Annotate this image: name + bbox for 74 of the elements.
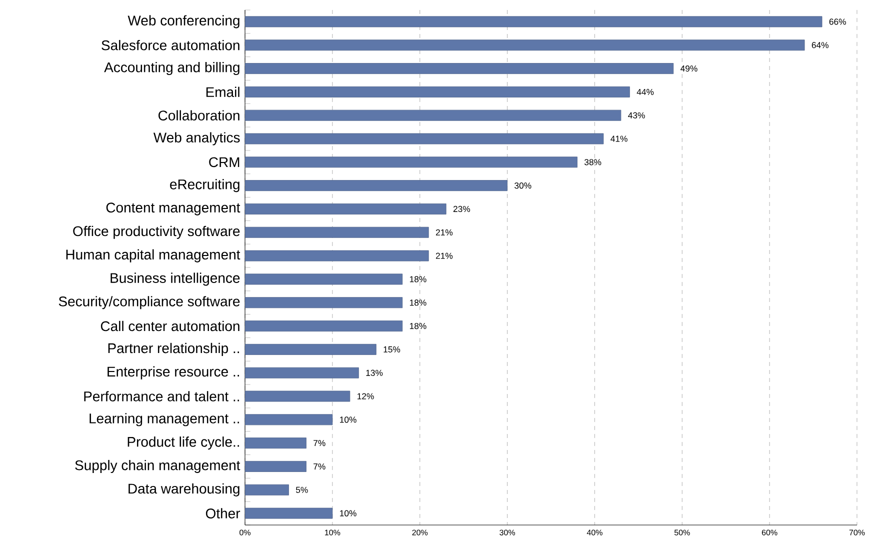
y-tick-label: Email bbox=[206, 86, 240, 98]
data-label: 15% bbox=[384, 346, 400, 352]
data-label: 7% bbox=[314, 463, 326, 470]
y-tick-label: Web analytics bbox=[153, 132, 240, 146]
y-tick-label: Content management bbox=[106, 202, 240, 216]
y-tick-label: Other bbox=[206, 508, 240, 518]
bar bbox=[245, 320, 403, 332]
x-tick-label: 40% bbox=[586, 530, 602, 536]
data-label: 18% bbox=[410, 276, 426, 282]
bar bbox=[245, 250, 429, 262]
bar bbox=[245, 180, 508, 192]
data-label: 41% bbox=[610, 136, 628, 142]
x-tick-label: 20% bbox=[412, 530, 428, 536]
x-tick-label: 0% bbox=[240, 530, 251, 536]
bar bbox=[245, 40, 805, 51]
bar bbox=[245, 414, 333, 426]
y-tick-label: Product life cycle.. bbox=[128, 436, 239, 450]
data-label: 12% bbox=[358, 393, 374, 400]
bar bbox=[245, 63, 674, 74]
y-tick-label: Supply chain management bbox=[75, 460, 240, 473]
y-tick-label: Salesforce automation bbox=[102, 40, 240, 50]
x-tick-label: 60% bbox=[762, 530, 778, 536]
y-tick-label: Learning management .. bbox=[90, 413, 239, 426]
data-label: 38% bbox=[584, 159, 602, 166]
x-tick-label: 50% bbox=[674, 530, 690, 536]
y-tick-label: Enterprise resource .. bbox=[108, 366, 239, 380]
bar bbox=[245, 110, 622, 121]
x-tick-label: 70% bbox=[849, 530, 865, 536]
data-label: 7% bbox=[314, 440, 326, 446]
bar bbox=[245, 204, 446, 214]
bar bbox=[245, 86, 630, 98]
y-tick-label: Accounting and billing bbox=[104, 62, 240, 76]
bar bbox=[245, 133, 604, 144]
data-label: 10% bbox=[340, 416, 356, 423]
y-tick-label: Partner relationship .. bbox=[108, 342, 239, 356]
bar bbox=[245, 367, 359, 378]
y-tick-label: Business intelligence bbox=[110, 272, 240, 286]
data-label: 30% bbox=[514, 182, 532, 189]
x-tick-label: 10% bbox=[325, 530, 340, 536]
y-tick-label: eRecruiting bbox=[170, 179, 240, 192]
data-label: 10% bbox=[340, 510, 356, 516]
data-label: 66% bbox=[829, 18, 846, 25]
bar bbox=[245, 16, 822, 28]
y-tick-label: Collaboration bbox=[158, 110, 240, 120]
y-tick-label: CRM bbox=[209, 157, 240, 168]
y-tick-label: Security/compliance software bbox=[58, 296, 240, 310]
bar bbox=[245, 297, 403, 308]
data-label: 43% bbox=[628, 112, 645, 118]
bar bbox=[245, 508, 333, 519]
bar bbox=[245, 274, 403, 285]
bar bbox=[245, 461, 306, 472]
bar bbox=[245, 438, 306, 449]
data-label: 13% bbox=[366, 370, 383, 376]
data-label: 49% bbox=[680, 65, 698, 72]
x-tick-label: 30% bbox=[500, 530, 516, 536]
data-label: 18% bbox=[410, 300, 426, 306]
bar bbox=[245, 344, 376, 355]
bar bbox=[245, 390, 350, 402]
y-tick-label: Web conferencing bbox=[128, 15, 240, 28]
data-label: 23% bbox=[453, 206, 470, 212]
y-tick-label: Call center automation bbox=[100, 320, 240, 332]
data-label: 18% bbox=[410, 322, 426, 330]
y-tick-label: Data warehousing bbox=[128, 483, 240, 496]
data-label: 64% bbox=[812, 42, 828, 48]
bar bbox=[245, 484, 289, 496]
data-label: 5% bbox=[296, 486, 308, 493]
bar bbox=[245, 226, 429, 238]
data-label: 21% bbox=[436, 252, 453, 259]
bar bbox=[245, 156, 578, 168]
y-tick-label: Office productivity software bbox=[73, 226, 240, 239]
y-tick-label: Human capital management bbox=[66, 249, 240, 262]
y-tick-label: Performance and talent .. bbox=[84, 391, 239, 402]
data-label: 21% bbox=[436, 229, 453, 236]
data-label: 44% bbox=[636, 88, 654, 95]
